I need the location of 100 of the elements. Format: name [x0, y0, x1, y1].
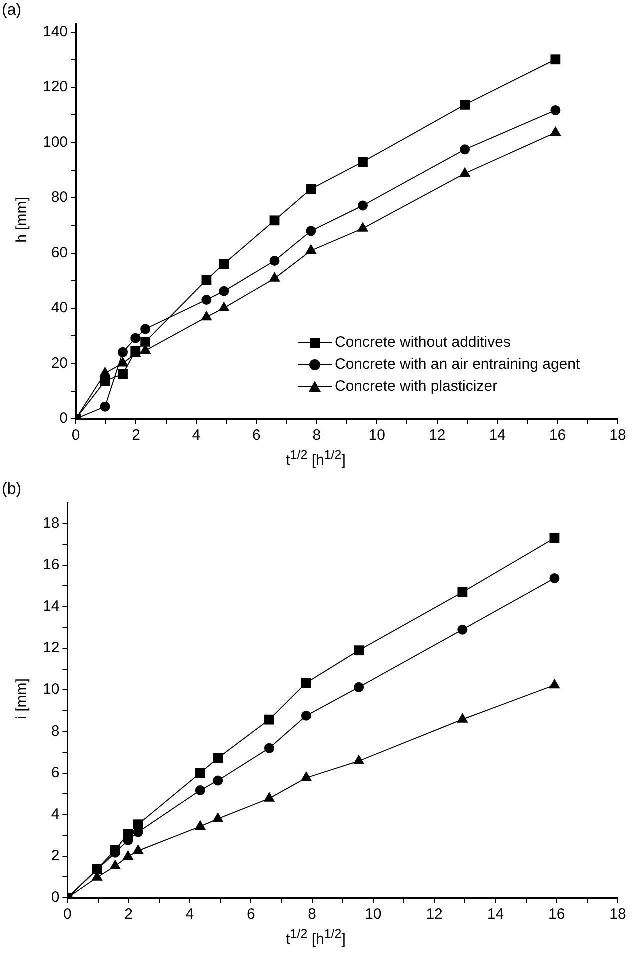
point	[122, 850, 134, 860]
point	[301, 710, 312, 721]
point	[457, 713, 468, 723]
x-axis-title: t$^{1/2}$ [h$^{1/2}$]	[285, 448, 347, 469]
y-tick-label: 12	[42, 640, 60, 657]
y-tick-label: 60	[51, 244, 68, 262]
x-tick-label: 4	[192, 427, 201, 444]
y-tick-label: 10	[42, 681, 60, 698]
x-tick-label: 8	[308, 906, 316, 924]
x-tick-label: 2	[124, 906, 134, 924]
y-tick-label: 14	[42, 598, 60, 616]
point	[213, 753, 224, 764]
point	[118, 347, 128, 358]
point	[140, 336, 151, 347]
point	[269, 272, 280, 282]
y-tick-label: 100	[42, 134, 68, 151]
y-tick-label: 6	[51, 764, 60, 782]
x-tick-label: 2	[132, 427, 140, 444]
point	[123, 829, 134, 839]
y-tick-label: 140	[42, 23, 68, 40]
point	[195, 786, 206, 796]
x-tick-label: 16	[548, 906, 566, 924]
x-tick-label: 10	[368, 427, 386, 444]
legend-label: Concrete with plasticizer	[335, 377, 498, 397]
point	[132, 844, 144, 854]
y-tick-label: 40	[51, 300, 68, 317]
point	[353, 754, 365, 764]
point	[201, 310, 212, 321]
point	[459, 167, 471, 177]
y-tick-label: 20	[51, 354, 68, 372]
y-tick-label: 2	[51, 848, 60, 865]
point	[357, 222, 369, 232]
y-tick-label: 8	[51, 722, 60, 740]
point	[100, 376, 110, 386]
y-tick-label: 0	[60, 410, 68, 428]
chart-title: (b)	[2, 481, 22, 499]
point	[550, 126, 562, 136]
point	[202, 275, 212, 286]
chart-title: (a)	[2, 2, 22, 20]
x-tick-label: 14	[489, 427, 506, 444]
point	[219, 259, 230, 269]
point	[300, 772, 312, 782]
x-tick-label: 16	[549, 427, 566, 444]
y-tick-label: 120	[42, 78, 68, 96]
y-tick-label: 4	[51, 806, 60, 823]
x-tick-label: 14	[487, 906, 504, 924]
point	[306, 184, 316, 194]
y-tick-label: 16	[42, 556, 60, 574]
point	[264, 743, 274, 754]
point	[195, 768, 206, 778]
x-tick-label: 0	[72, 427, 80, 444]
x-tick-label: 4	[186, 906, 194, 924]
point	[550, 573, 560, 584]
point	[202, 294, 212, 305]
legend-label: Concrete without additives	[335, 333, 511, 353]
point	[460, 100, 470, 110]
point	[212, 812, 224, 822]
point	[358, 157, 368, 168]
point	[133, 820, 144, 830]
point	[270, 216, 280, 226]
point	[213, 776, 224, 786]
x-tick-label: 8	[312, 427, 322, 444]
point	[550, 105, 561, 116]
point	[460, 144, 470, 155]
point	[264, 714, 274, 725]
point	[140, 324, 151, 334]
x-tick-label: 6	[246, 906, 256, 924]
point	[358, 200, 368, 211]
point	[354, 682, 364, 692]
x-tick-label: 18	[610, 906, 626, 924]
point	[219, 286, 230, 296]
point	[306, 244, 317, 254]
point	[550, 533, 560, 544]
x-tick-label: 12	[426, 906, 443, 924]
point	[270, 256, 280, 266]
point	[264, 792, 276, 802]
x-axis-title: t$^{1/2}$ [h$^{1/2}$]	[285, 927, 347, 948]
point	[458, 624, 468, 635]
x-tick-label: 10	[365, 906, 382, 924]
y-axis-title: i [mm]	[14, 678, 30, 720]
point	[130, 333, 141, 344]
point	[218, 302, 230, 312]
point	[110, 860, 122, 870]
legend-label: Concrete with an air entraining agent	[335, 355, 580, 375]
y-tick-label: 18	[42, 514, 60, 532]
point	[550, 54, 561, 65]
point	[100, 402, 110, 412]
x-tick-label: 18	[610, 427, 626, 444]
point	[306, 226, 316, 236]
x-tick-label: 12	[429, 427, 446, 444]
point	[110, 845, 120, 856]
point	[194, 820, 206, 830]
point	[458, 587, 468, 598]
x-tick-label: 6	[252, 427, 261, 444]
y-tick-label: 0	[51, 889, 60, 906]
point	[549, 678, 560, 689]
point	[302, 678, 312, 688]
point	[118, 369, 128, 380]
point	[354, 646, 364, 656]
y-tick-label: 80	[51, 189, 68, 206]
